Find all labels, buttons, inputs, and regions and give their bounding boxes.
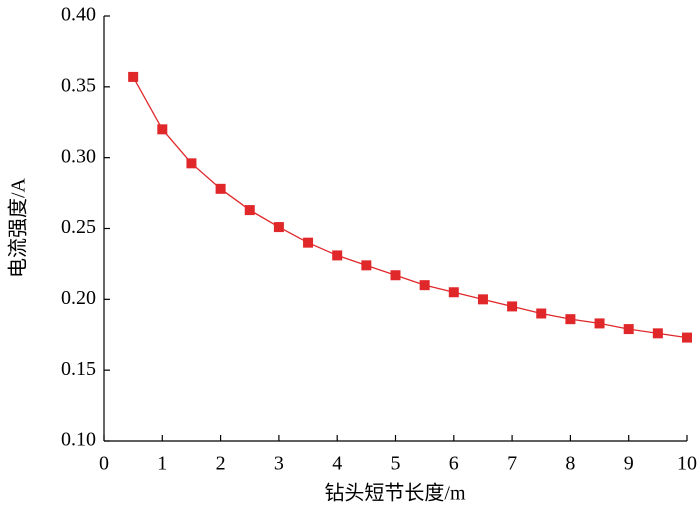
- x-tick-label: 9: [624, 453, 634, 475]
- point-marker: [448, 287, 459, 298]
- y-tick-label: 0.40: [61, 4, 96, 26]
- point-marker: [652, 328, 663, 339]
- point-marker: [244, 205, 255, 216]
- point-marker: [128, 71, 139, 82]
- x-tick-label: 2: [216, 453, 226, 475]
- x-tick-label: 10: [677, 453, 697, 475]
- x-tick-label: 4: [332, 453, 342, 475]
- point-marker: [477, 294, 488, 305]
- x-tick-label: 6: [449, 453, 459, 475]
- series-line: [132, 76, 688, 339]
- x-tick-label: 0: [99, 453, 109, 475]
- y-tick-label: 0.20: [61, 287, 96, 309]
- point-marker: [186, 158, 197, 169]
- y-tick-label: 0.10: [61, 429, 96, 451]
- point-marker: [273, 222, 284, 233]
- point-marker: [361, 260, 372, 271]
- y-tick-label: 0.15: [61, 358, 96, 380]
- point-marker: [682, 332, 692, 343]
- y-tick-label: 0.30: [61, 145, 96, 167]
- point-marker: [565, 314, 576, 325]
- point-marker: [594, 318, 605, 329]
- x-tick-label: 7: [507, 453, 517, 475]
- point-marker: [507, 301, 518, 312]
- x-tick-label: 5: [391, 453, 401, 475]
- point-marker: [332, 250, 343, 261]
- point-marker: [215, 183, 226, 194]
- point-marker: [419, 280, 430, 291]
- y-tick-label: 0.35: [61, 74, 96, 96]
- x-axis-label: 钻头短节长度/m: [324, 482, 466, 505]
- point-marker: [303, 237, 314, 248]
- point-marker: [623, 324, 634, 335]
- point-marker: [157, 124, 168, 135]
- point-marker: [536, 308, 547, 319]
- y-axis-label: 电流强度/A: [7, 177, 30, 278]
- x-tick-label: 1: [157, 453, 167, 475]
- point-marker: [390, 270, 401, 281]
- x-tick-label: 8: [565, 453, 575, 475]
- y-tick-label: 0.25: [61, 216, 96, 238]
- x-tick-label: 3: [274, 453, 284, 475]
